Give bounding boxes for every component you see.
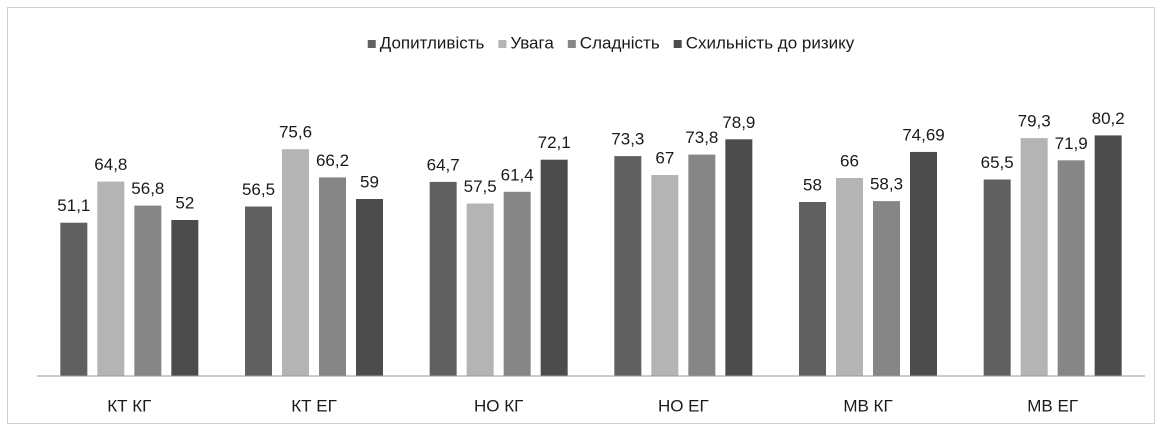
legend-swatch xyxy=(367,40,376,48)
x-tick-label: КТ КГ xyxy=(107,396,151,415)
bar xyxy=(1094,135,1122,376)
data-label: 80,2 xyxy=(1092,109,1125,128)
data-label: 67 xyxy=(655,148,674,167)
data-label: 78,9 xyxy=(722,113,755,132)
data-label: 58 xyxy=(803,175,822,194)
x-tick-label: МВ КГ xyxy=(843,396,892,415)
bar xyxy=(282,149,309,376)
bar xyxy=(97,181,125,376)
data-label: 66 xyxy=(840,151,859,170)
data-label: 57,5 xyxy=(464,177,497,196)
bar xyxy=(171,220,199,376)
x-tick-label: НО КГ xyxy=(474,396,523,415)
bar xyxy=(688,154,716,376)
data-label: 79,3 xyxy=(1018,112,1051,131)
x-tick-label: КТ ЕГ xyxy=(291,396,337,415)
bar xyxy=(910,151,937,376)
data-label: 74,69 xyxy=(902,125,945,144)
data-label: 59 xyxy=(360,172,379,191)
chart-frame xyxy=(7,7,1155,424)
bar xyxy=(540,159,568,376)
x-tick-label: НО ЕГ xyxy=(658,396,709,415)
bar xyxy=(134,205,162,376)
data-label: 65,5 xyxy=(981,153,1014,172)
bar xyxy=(873,201,900,376)
data-label: 73,3 xyxy=(611,130,644,149)
data-label: 61,4 xyxy=(501,165,534,184)
legend-swatch xyxy=(673,40,682,48)
data-label: 72,1 xyxy=(538,133,571,152)
bar xyxy=(319,177,346,376)
data-label: 64,7 xyxy=(427,155,460,174)
legend-label: Допитливість xyxy=(380,33,485,52)
data-label: 58,3 xyxy=(870,175,903,194)
data-label: 51,1 xyxy=(57,196,90,215)
x-tick-label: МВ ЕГ xyxy=(1027,396,1078,415)
bar xyxy=(466,203,494,376)
bar xyxy=(60,222,88,376)
bar xyxy=(651,175,679,376)
bar xyxy=(614,156,642,376)
data-label: 52 xyxy=(175,193,194,212)
data-label: 56,8 xyxy=(131,179,164,198)
bar xyxy=(503,191,531,376)
legend-label: Сладність xyxy=(580,33,660,52)
bar xyxy=(1057,160,1085,376)
bar xyxy=(799,202,826,376)
legend-swatch xyxy=(567,40,576,48)
data-label: 64,8 xyxy=(94,155,127,174)
bar xyxy=(245,206,272,376)
bar xyxy=(356,199,383,376)
data-label: 73,8 xyxy=(685,128,718,147)
bar xyxy=(983,179,1011,376)
bar xyxy=(836,178,863,376)
legend-label: Схильність до ризику xyxy=(686,33,855,52)
data-label: 71,9 xyxy=(1055,134,1088,153)
data-label: 75,6 xyxy=(279,123,312,142)
bar xyxy=(725,139,753,376)
legend-swatch xyxy=(498,40,507,48)
bar xyxy=(1020,138,1048,376)
data-label: 56,5 xyxy=(242,180,275,199)
bar xyxy=(429,181,457,376)
legend-label: Увага xyxy=(510,33,554,52)
data-label: 66,2 xyxy=(316,151,349,170)
